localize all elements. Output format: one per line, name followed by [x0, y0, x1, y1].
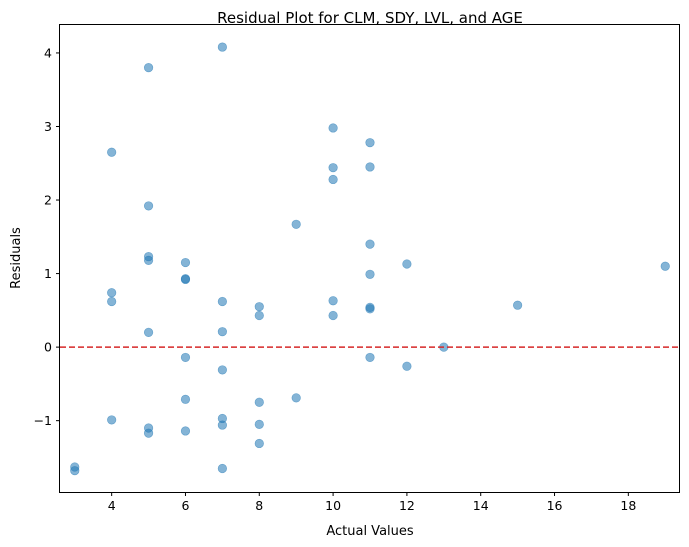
- scatter-point: [328, 310, 338, 321]
- scatter-point: [107, 296, 117, 307]
- x-tick-label: 6: [181, 498, 189, 513]
- scatter-point: [291, 219, 301, 229]
- scatter-point: [365, 304, 375, 314]
- scatter-point: [180, 352, 191, 363]
- scatter-point: [143, 255, 154, 265]
- x-tick-label: 4: [108, 498, 116, 513]
- scatter-point: [217, 463, 227, 474]
- plot-area: [60, 42, 680, 476]
- y-axis: −1 0 1 2 3 4: [34, 45, 60, 428]
- chart-title: Residual Plot for CLM, SDY, LVL, and AGE: [217, 9, 523, 27]
- scatter-point: [143, 428, 154, 438]
- scatter-point: [254, 438, 264, 449]
- scatter-point: [180, 274, 191, 285]
- scatter-point: [328, 174, 338, 185]
- scatter-point: [70, 466, 80, 476]
- scatter-point: [254, 310, 264, 321]
- scatter-point: [180, 394, 191, 404]
- scatter-point: [217, 42, 227, 52]
- scatter-point: [217, 365, 227, 375]
- scatter-point: [217, 420, 227, 430]
- y-tick-label: 3: [44, 119, 52, 134]
- y-tick-label: 1: [44, 266, 52, 281]
- scatter-point: [402, 361, 412, 371]
- scatter-point: [107, 147, 117, 157]
- scatter-point: [328, 163, 338, 173]
- x-tick-label: 10: [325, 498, 341, 513]
- x-axis: 4 6 8 10 12 14 16 18: [108, 492, 636, 513]
- scatter-point: [143, 63, 154, 73]
- plot-frame: [59, 24, 680, 493]
- scatter-point: [180, 426, 191, 436]
- scatter-point: [365, 162, 375, 172]
- scatter-point: [328, 123, 338, 133]
- scatter-point: [402, 259, 412, 269]
- scatter-point: [217, 296, 227, 307]
- y-tick-label: 4: [44, 45, 52, 60]
- y-tick-label: 0: [44, 340, 52, 355]
- scatter-point: [365, 239, 375, 249]
- x-tick-label: 18: [620, 498, 636, 513]
- y-axis-label: Residuals: [9, 227, 24, 289]
- scatter-point: [365, 269, 375, 279]
- scatter-point: [107, 415, 117, 425]
- y-tick-label: 2: [44, 193, 52, 208]
- x-axis-label: Actual Values: [326, 524, 414, 539]
- scatter-point: [143, 327, 154, 338]
- scatter-point: [254, 419, 264, 429]
- x-tick-label: 16: [547, 498, 563, 513]
- scatter-point: [254, 397, 264, 407]
- scatter-point: [365, 352, 375, 363]
- scatter-point: [660, 261, 670, 271]
- scatter-point: [291, 393, 301, 403]
- scatter-point: [254, 302, 264, 312]
- scatter-point: [107, 288, 117, 298]
- scatter-point: [180, 257, 191, 268]
- x-tick-label: 14: [473, 498, 489, 513]
- scatter-point: [217, 327, 227, 337]
- x-tick-label: 12: [399, 498, 415, 513]
- y-tick-label: −1: [34, 413, 52, 428]
- scatter-point: [328, 296, 338, 306]
- scatter-point: [143, 201, 154, 211]
- scatter-point: [365, 138, 375, 148]
- x-tick-label: 8: [255, 498, 263, 513]
- scatter-point: [513, 300, 523, 310]
